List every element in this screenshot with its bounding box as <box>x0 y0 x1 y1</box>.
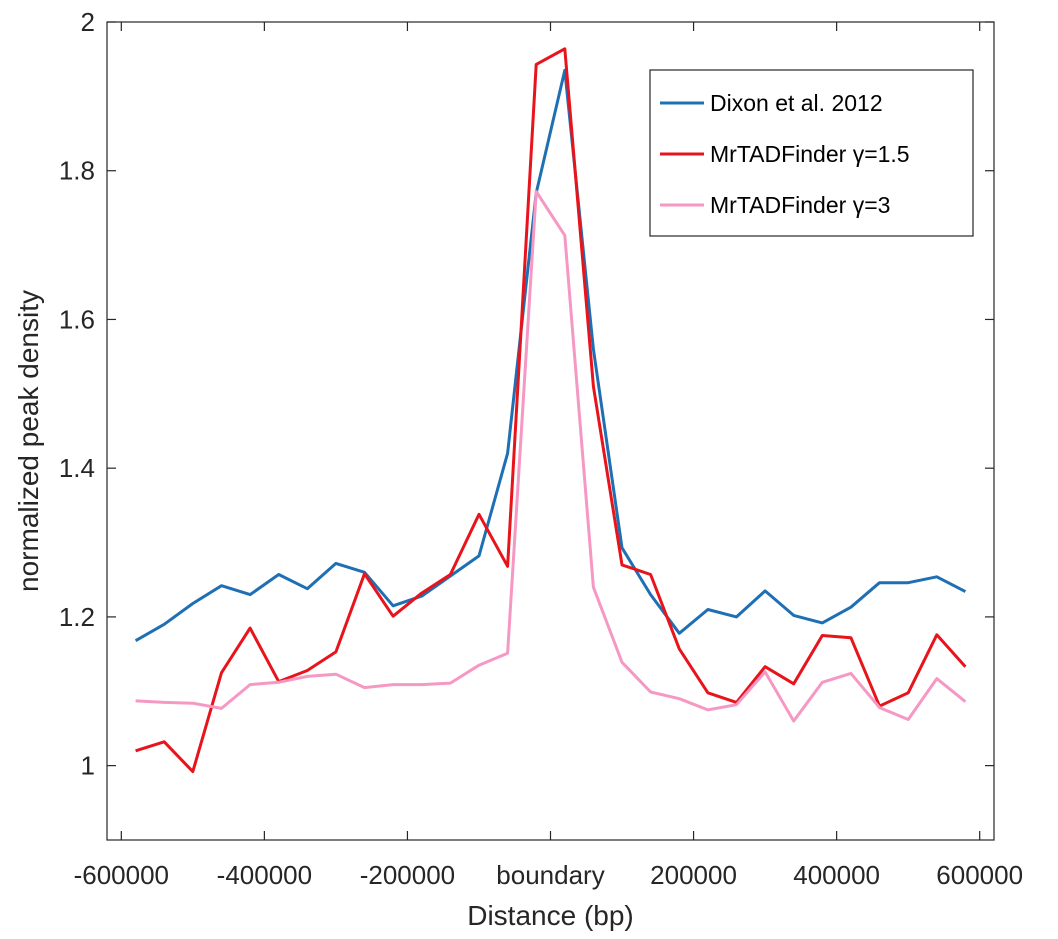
series-line-2 <box>135 47 967 774</box>
series-line-1 <box>134 68 967 643</box>
y-tick-label: 2 <box>81 7 95 37</box>
x-tick-label: 600000 <box>936 860 1023 890</box>
x-tick-label: -400000 <box>217 860 312 890</box>
x-tick-label: -200000 <box>360 860 455 890</box>
legend-label-2: MrTADFinder γ=1.5 <box>710 141 910 167</box>
series-group <box>134 47 967 774</box>
y-tick-label: 1.2 <box>59 602 95 632</box>
y-tick-label: 1.8 <box>59 156 95 186</box>
x-axis-title: Distance (bp) <box>467 900 634 931</box>
series-line-3 <box>135 190 967 723</box>
legend-label-1: Dixon et al. 2012 <box>710 90 883 116</box>
legend-label-3: MrTADFinder γ=3 <box>710 192 890 218</box>
y-tick-label: 1.4 <box>59 453 95 483</box>
y-tick-label: 1.6 <box>59 304 95 334</box>
x-tick-label: boundary <box>496 860 604 890</box>
ticks: -600000 -400000 -200000 boundary 200000 40000… <box>59 7 1023 890</box>
legend: Dixon et al. 2012 MrTADFinder γ=1.5 MrTADF… <box>649 69 974 237</box>
y-tick-label: 1 <box>81 751 95 781</box>
x-tick-label: -600000 <box>74 860 169 890</box>
x-tick-label: 200000 <box>650 860 737 890</box>
x-tick-label: 400000 <box>793 860 880 890</box>
y-axis-title: normalized peak density <box>13 290 44 592</box>
